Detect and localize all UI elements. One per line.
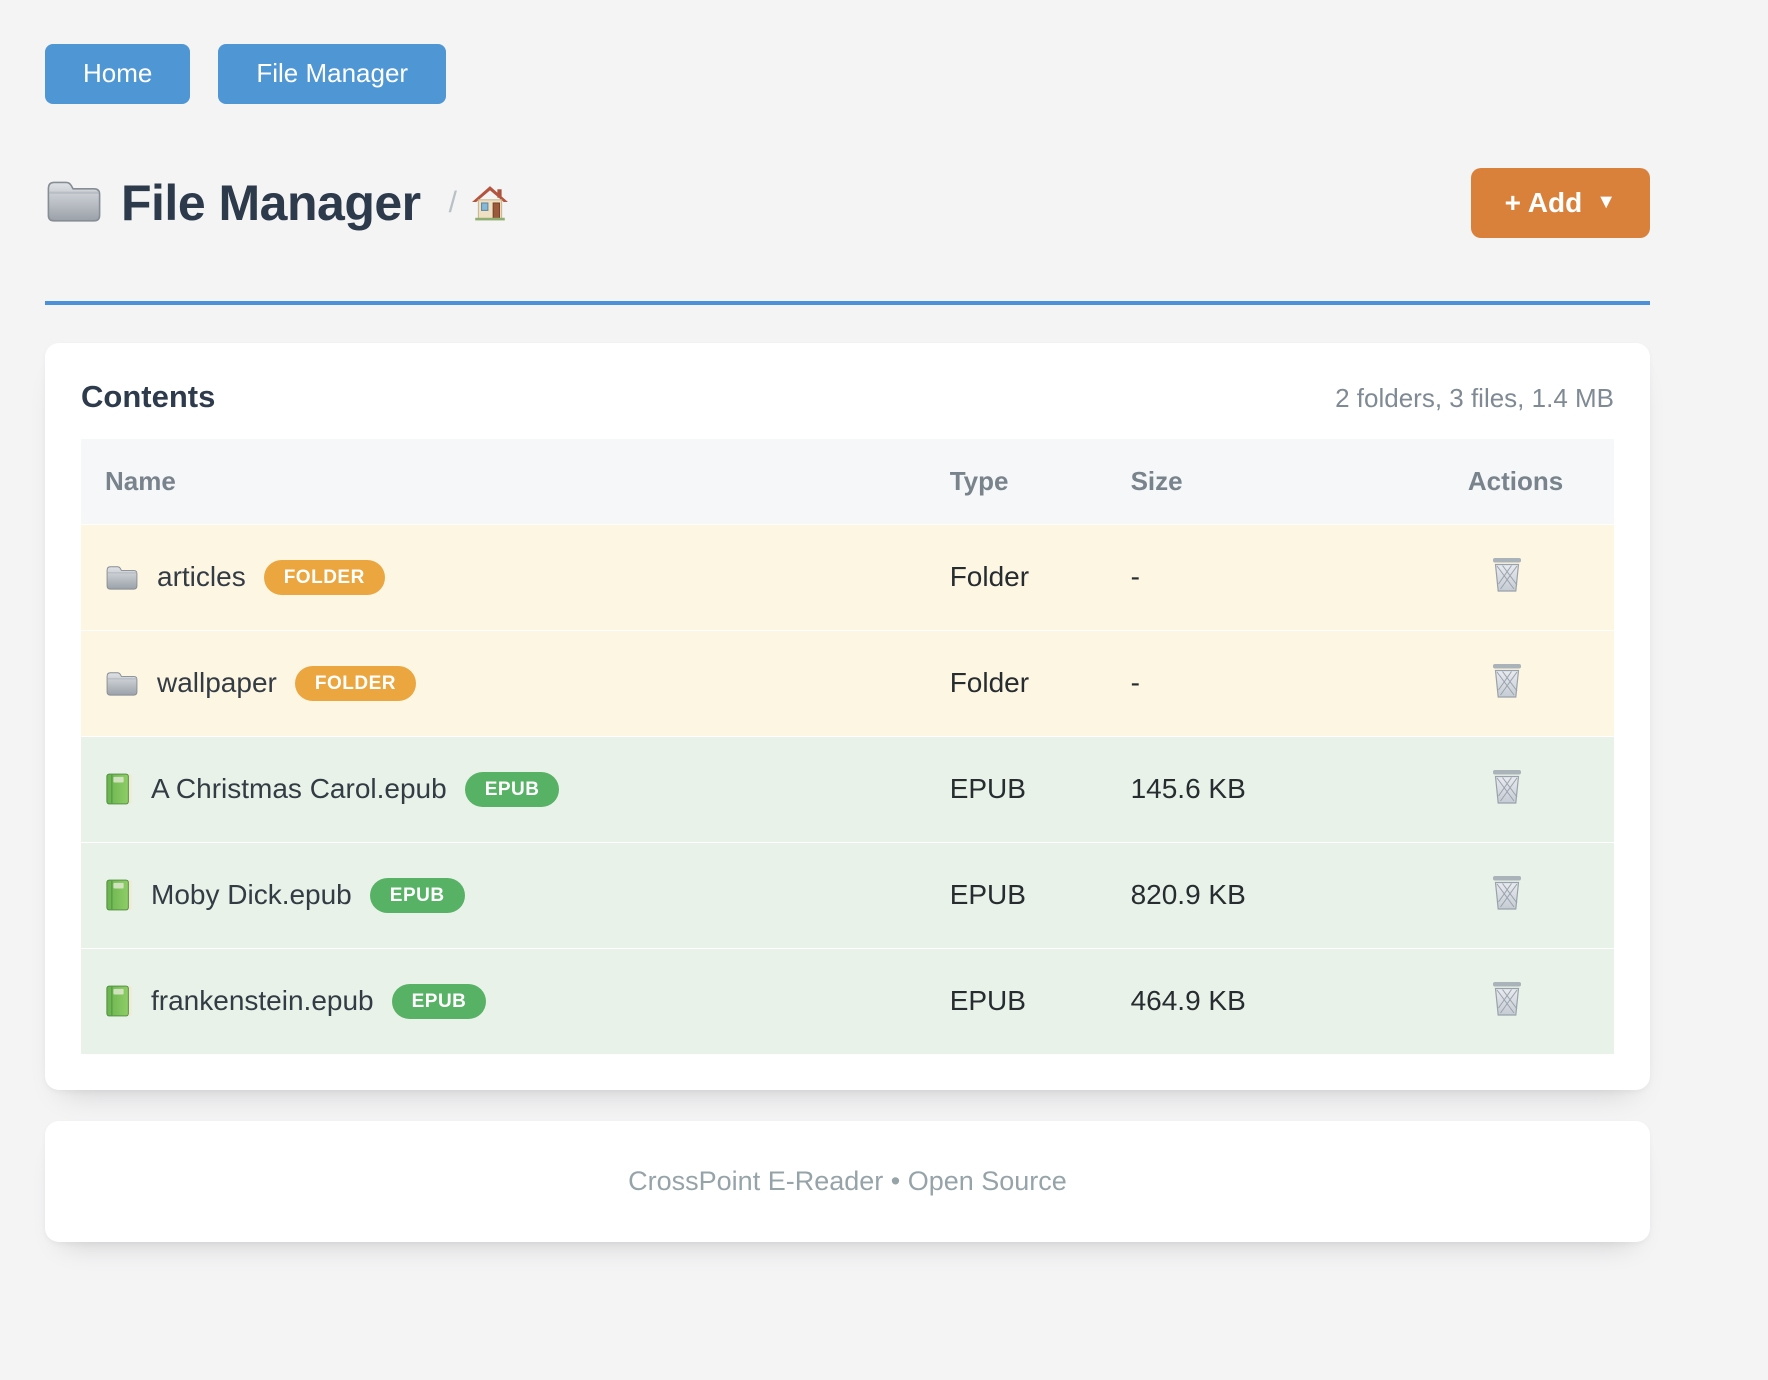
chevron-down-icon: ▼ (1596, 191, 1616, 214)
delete-button[interactable] (1490, 979, 1524, 1017)
item-name-link[interactable]: frankenstein.epub (151, 985, 374, 1017)
delete-button[interactable] (1490, 555, 1524, 593)
type-cell: EPUB (925, 841, 1107, 949)
contents-summary: 2 folders, 3 files, 1.4 MB (1335, 382, 1614, 413)
type-cell: Folder (925, 629, 1107, 737)
nav-home-button[interactable]: Home (45, 44, 191, 104)
contents-card-header: Contents 2 folders, 3 files, 1.4 MB (81, 379, 1614, 415)
page-container: Home File Manager File Manager / (45, 0, 1650, 1242)
epub-badge: EPUB (369, 877, 465, 913)
footer-text: CrossPoint E-Reader • Open Source (628, 1165, 1067, 1196)
book-icon (105, 878, 133, 912)
size-cell: 820.9 KB (1106, 841, 1444, 949)
files-table: Name Type Size Actions articles FOLDER (81, 438, 1614, 1054)
book-icon (105, 984, 133, 1018)
table-row[interactable]: Moby Dick.epub EPUB EPUB 820.9 KB (81, 841, 1614, 949)
folder-badge: FOLDER (263, 559, 385, 595)
folder-icon (45, 176, 107, 229)
header-divider (45, 300, 1650, 305)
trash-icon (1490, 769, 1524, 808)
breadcrumb-separator: / (448, 185, 457, 219)
epub-badge: EPUB (391, 983, 487, 1019)
top-navigation: Home File Manager (45, 0, 1650, 104)
table-row[interactable]: A Christmas Carol.epub EPUB EPUB 145.6 K… (81, 735, 1614, 843)
type-cell: Folder (925, 523, 1107, 631)
add-button[interactable]: + Add ▼ (1470, 167, 1650, 238)
delete-button[interactable] (1490, 661, 1524, 699)
item-name-link[interactable]: articles (157, 561, 246, 593)
home-icon[interactable] (471, 184, 509, 222)
column-header-name: Name (81, 438, 926, 525)
column-header-type: Type (925, 438, 1107, 525)
type-cell: EPUB (925, 947, 1107, 1054)
column-header-size: Size (1106, 438, 1444, 525)
add-button-label: + Add (1504, 186, 1583, 218)
table-row[interactable]: frankenstein.epub EPUB EPUB 464.9 KB (81, 947, 1614, 1054)
page-title: File Manager (121, 174, 421, 231)
folder-icon (105, 563, 139, 591)
trash-icon (1490, 557, 1524, 596)
column-header-actions: Actions (1443, 438, 1614, 525)
epub-badge: EPUB (464, 771, 560, 807)
book-icon (105, 772, 133, 806)
trash-icon (1490, 875, 1524, 914)
trash-icon (1490, 981, 1524, 1020)
footer-card: CrossPoint E-Reader • Open Source (45, 1120, 1650, 1242)
item-name-link[interactable]: A Christmas Carol.epub (151, 773, 447, 805)
delete-button[interactable] (1490, 873, 1524, 911)
table-row[interactable]: articles FOLDER Folder - (81, 523, 1614, 631)
page-header: File Manager / + Add ▼ (45, 167, 1650, 238)
folder-icon (105, 669, 139, 697)
item-name-link[interactable]: Moby Dick.epub (151, 879, 352, 911)
delete-button[interactable] (1490, 767, 1524, 805)
trash-icon (1490, 663, 1524, 702)
table-row[interactable]: wallpaper FOLDER Folder - (81, 629, 1614, 737)
size-cell: 145.6 KB (1106, 735, 1444, 843)
size-cell: - (1106, 629, 1444, 737)
title-wrap: File Manager / (45, 174, 509, 232)
contents-title: Contents (81, 378, 216, 414)
contents-card: Contents 2 folders, 3 files, 1.4 MB Name… (45, 342, 1650, 1090)
type-cell: EPUB (925, 735, 1107, 843)
item-name-link[interactable]: wallpaper (157, 667, 277, 699)
size-cell: - (1106, 523, 1444, 631)
nav-file-manager-button[interactable]: File Manager (218, 44, 447, 104)
size-cell: 464.9 KB (1106, 947, 1444, 1054)
folder-badge: FOLDER (294, 665, 416, 701)
table-header-row: Name Type Size Actions (81, 438, 1614, 525)
